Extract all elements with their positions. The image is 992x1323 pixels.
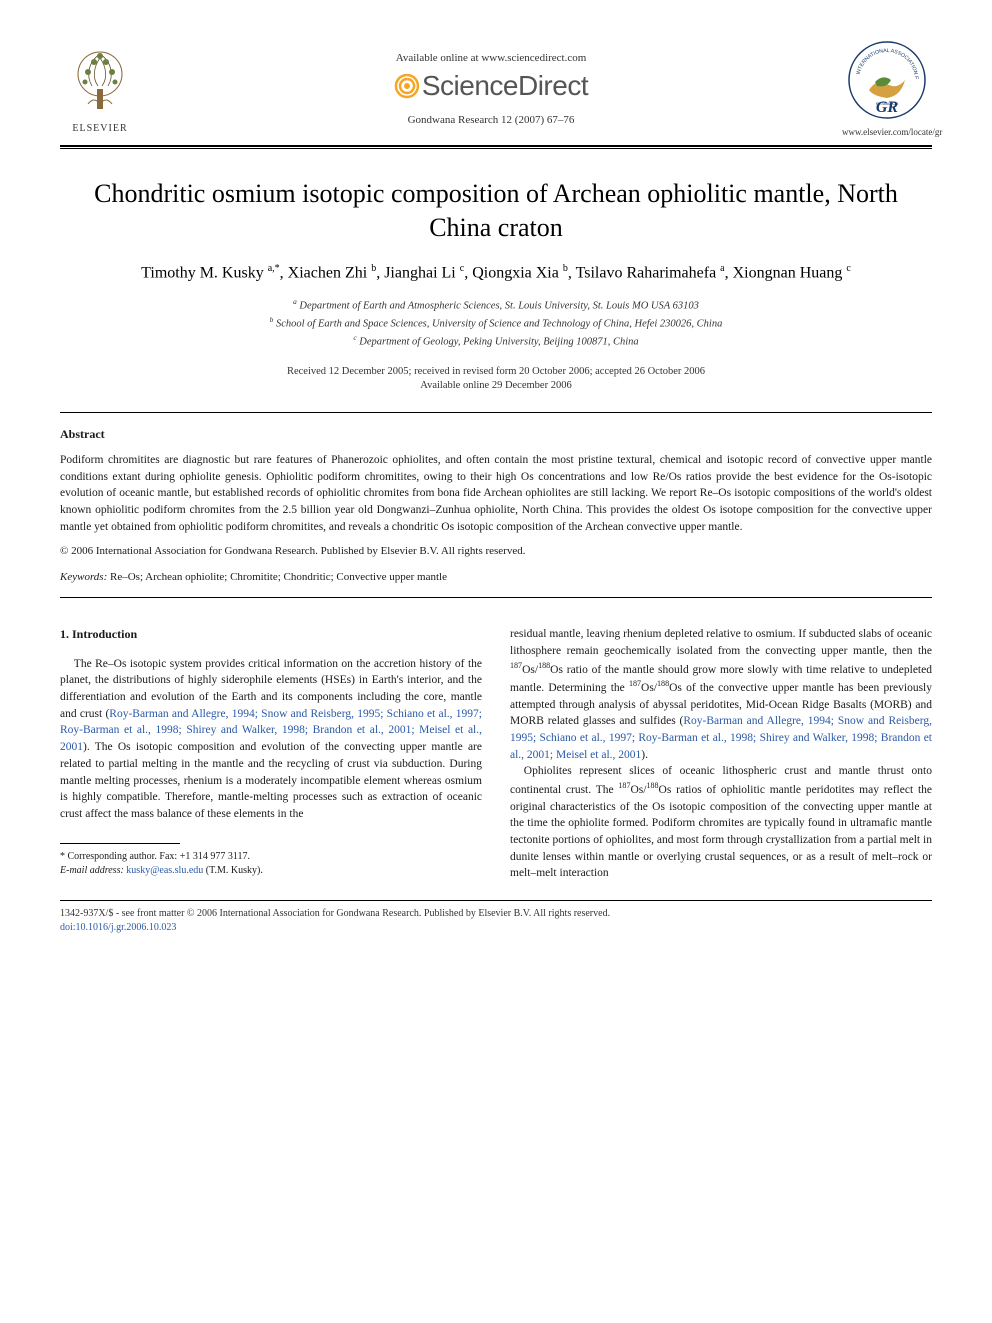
keywords-label: Keywords: bbox=[60, 571, 107, 583]
doi-line[interactable]: doi:10.1016/j.gr.2006.10.023 bbox=[60, 921, 932, 935]
sciencedirect-text: ScienceDirect bbox=[422, 70, 588, 101]
received-dates: Received 12 December 2005; received in r… bbox=[60, 365, 932, 380]
keywords-line: Keywords: Re–Os; Archean ophiolite; Chro… bbox=[60, 571, 932, 583]
abstract-heading: Abstract bbox=[60, 427, 932, 442]
abstract-copyright: © 2006 International Association for Gon… bbox=[60, 545, 932, 557]
header-rule bbox=[60, 145, 932, 149]
affiliation-c: c Department of Geology, Peking Universi… bbox=[60, 332, 932, 350]
email-label: E-mail address: bbox=[60, 865, 124, 876]
journal-citation: Gondwana Research 12 (2007) 67–76 bbox=[140, 114, 842, 126]
corr-email-line: E-mail address: kusky@eas.slu.edu (T.M. … bbox=[60, 864, 482, 878]
svg-text:RESEARCH: RESEARCH bbox=[876, 101, 898, 106]
elsevier-label: ELSEVIER bbox=[60, 123, 140, 134]
section-heading-intro: 1. Introduction bbox=[60, 626, 482, 643]
affiliations: a Department of Earth and Atmospheric Sc… bbox=[60, 296, 932, 351]
article-title: Chondritic osmium isotopic composition o… bbox=[60, 177, 932, 245]
rule-below-keywords bbox=[60, 597, 932, 598]
svg-text:INTERNATIONAL ASSOCIATION FOR: INTERNATIONAL ASSOCIATION FOR GONDWANA bbox=[847, 40, 919, 80]
article-dates: Received 12 December 2005; received in r… bbox=[60, 365, 932, 394]
column-left: 1. Introduction The Re–Os isotopic syste… bbox=[60, 626, 482, 882]
affiliation-a: a Department of Earth and Atmospheric Sc… bbox=[60, 296, 932, 314]
corr-email-tail: (T.M. Kusky). bbox=[206, 865, 263, 876]
intro-para-2: Ophiolites represent slices of oceanic l… bbox=[510, 763, 932, 882]
gondwana-badge-icon: INTERNATIONAL ASSOCIATION FOR GONDWANA G… bbox=[847, 40, 927, 120]
journal-url: www.elsevier.com/locate/gr bbox=[842, 127, 932, 137]
intro-para-1: The Re–Os isotopic system provides criti… bbox=[60, 656, 482, 823]
journal-header: ELSEVIER Available online at www.science… bbox=[60, 40, 932, 137]
keywords-text: Re–Os; Archean ophiolite; Chromitite; Ch… bbox=[110, 571, 447, 583]
sciencedirect-logo: ScienceDirect bbox=[140, 70, 842, 102]
rule-above-abstract bbox=[60, 412, 932, 413]
corr-author-line: * Corresponding author. Fax: +1 314 977 … bbox=[60, 850, 482, 864]
corr-email[interactable]: kusky@eas.slu.edu bbox=[126, 865, 203, 876]
elsevier-tree-icon bbox=[70, 44, 130, 114]
header-center: Available online at www.sciencedirect.co… bbox=[140, 52, 842, 126]
bottom-info: 1342-937X/$ - see front matter © 2006 In… bbox=[60, 907, 932, 935]
abstract-body: Podiform chromitites are diagnostic but … bbox=[60, 452, 932, 535]
available-online-text: Available online at www.sciencedirect.co… bbox=[140, 52, 842, 64]
sciencedirect-swirl-icon bbox=[394, 73, 420, 99]
corresponding-author-footnote: * Corresponding author. Fax: +1 314 977 … bbox=[60, 850, 482, 878]
author-list: Timothy M. Kusky a,*, Xiachen Zhi b, Jia… bbox=[60, 263, 932, 282]
intro-para-1-cont: residual mantle, leaving rhenium deplete… bbox=[510, 626, 932, 763]
elsevier-logo: ELSEVIER bbox=[60, 44, 140, 134]
column-right: residual mantle, leaving rhenium deplete… bbox=[510, 626, 932, 882]
footnote-separator bbox=[60, 843, 180, 844]
body-columns: 1. Introduction The Re–Os isotopic syste… bbox=[60, 626, 932, 882]
online-date: Available online 29 December 2006 bbox=[60, 379, 932, 394]
gondwana-logo: INTERNATIONAL ASSOCIATION FOR GONDWANA G… bbox=[842, 40, 932, 137]
issn-line: 1342-937X/$ - see front matter © 2006 In… bbox=[60, 907, 932, 921]
affiliation-b: b School of Earth and Space Sciences, Un… bbox=[60, 314, 932, 332]
bottom-rule bbox=[60, 900, 932, 901]
